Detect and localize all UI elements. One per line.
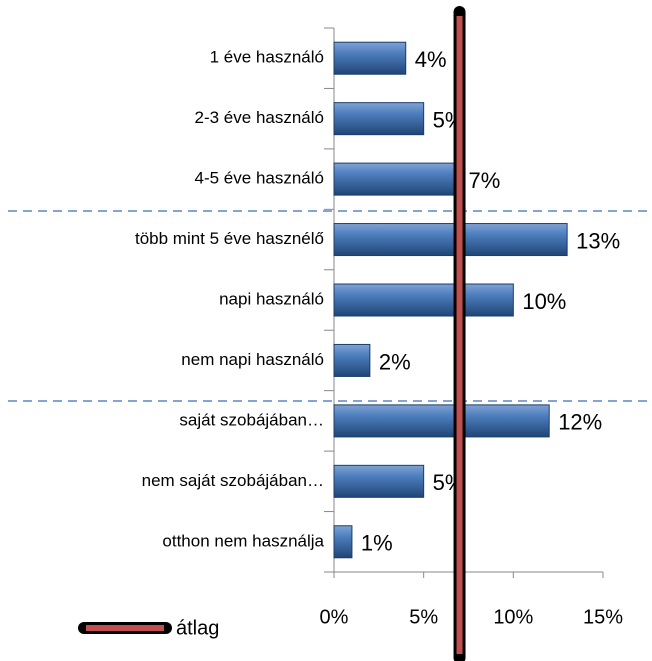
y-tick-label: 2-3 éve használó <box>195 108 324 127</box>
bar <box>333 102 425 136</box>
data-label: 13% <box>576 228 620 253</box>
x-tick-label: 5% <box>409 606 438 628</box>
bar <box>333 404 550 438</box>
bar <box>333 525 353 559</box>
legend-label: átlag <box>176 617 219 639</box>
bar <box>333 283 514 317</box>
bar <box>333 343 371 377</box>
y-tick-label: 1 éve használó <box>210 48 324 67</box>
y-tick-label: napi használó <box>219 289 324 308</box>
data-label: 7% <box>469 168 501 193</box>
x-tick-label: 10% <box>493 606 533 628</box>
bar <box>333 41 407 75</box>
data-label: 1% <box>361 531 393 556</box>
data-label: 2% <box>379 349 411 374</box>
x-tick-label: 0% <box>320 606 349 628</box>
y-tick-label: több mint 5 éve hasznélő <box>135 229 324 248</box>
data-label: 4% <box>415 47 447 72</box>
x-tick-label: 15% <box>583 606 623 628</box>
data-label: 10% <box>522 289 566 314</box>
y-tick-label: otthon nem használja <box>162 531 324 550</box>
bar <box>333 162 461 196</box>
y-tick-label: nem napi használó <box>181 350 324 369</box>
bar <box>333 223 568 257</box>
y-tick-label: saját szobájában… <box>179 410 324 429</box>
bar <box>333 464 425 498</box>
data-label: 12% <box>558 410 602 435</box>
y-tick-label: nem saját szobájában… <box>142 471 324 490</box>
y-tick-label: 4-5 éve használó <box>195 169 324 188</box>
